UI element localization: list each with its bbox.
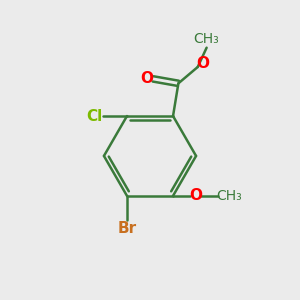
Text: O: O [189,188,202,203]
Text: CH₃: CH₃ [194,32,220,46]
Text: O: O [140,71,153,86]
Text: CH₃: CH₃ [216,189,242,203]
Text: O: O [196,56,210,71]
Text: Br: Br [117,221,136,236]
Text: Cl: Cl [86,109,102,124]
